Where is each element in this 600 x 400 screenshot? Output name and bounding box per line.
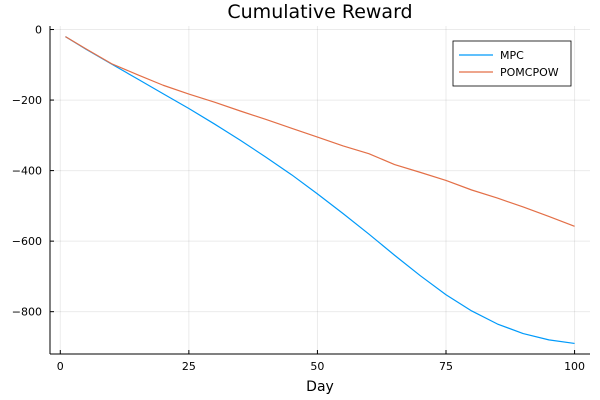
series-line-pomcpow: [65, 36, 575, 227]
x-tick-label: 25: [182, 360, 196, 373]
legend-label: MPC: [500, 49, 524, 62]
y-tick-label: −800: [12, 306, 42, 319]
x-tick-label: 0: [57, 360, 64, 373]
x-axis-label: Day: [306, 379, 334, 395]
x-axis-ticks: 0 25 50 75 100: [57, 350, 585, 373]
x-tick-label: 75: [439, 360, 453, 373]
y-tick-label: −600: [12, 235, 42, 248]
legend: MPC POMCPOW: [452, 40, 572, 87]
x-tick-label: 100: [564, 360, 585, 373]
series-line-mpc: [65, 36, 575, 345]
x-tick-label: 50: [310, 360, 324, 373]
y-tick-label: −400: [12, 165, 42, 178]
legend-label: POMCPOW: [500, 66, 559, 79]
grid-lines: [50, 26, 590, 354]
y-tick-label: −200: [12, 94, 42, 107]
y-axis-ticks: 0 −200 −400 −600 −800: [12, 24, 54, 319]
y-tick-label: 0: [35, 24, 42, 37]
legend-box: [452, 40, 572, 87]
data-series: [65, 36, 575, 345]
chart-title: Cumulative Reward: [227, 1, 412, 23]
axes: [49, 26, 590, 355]
